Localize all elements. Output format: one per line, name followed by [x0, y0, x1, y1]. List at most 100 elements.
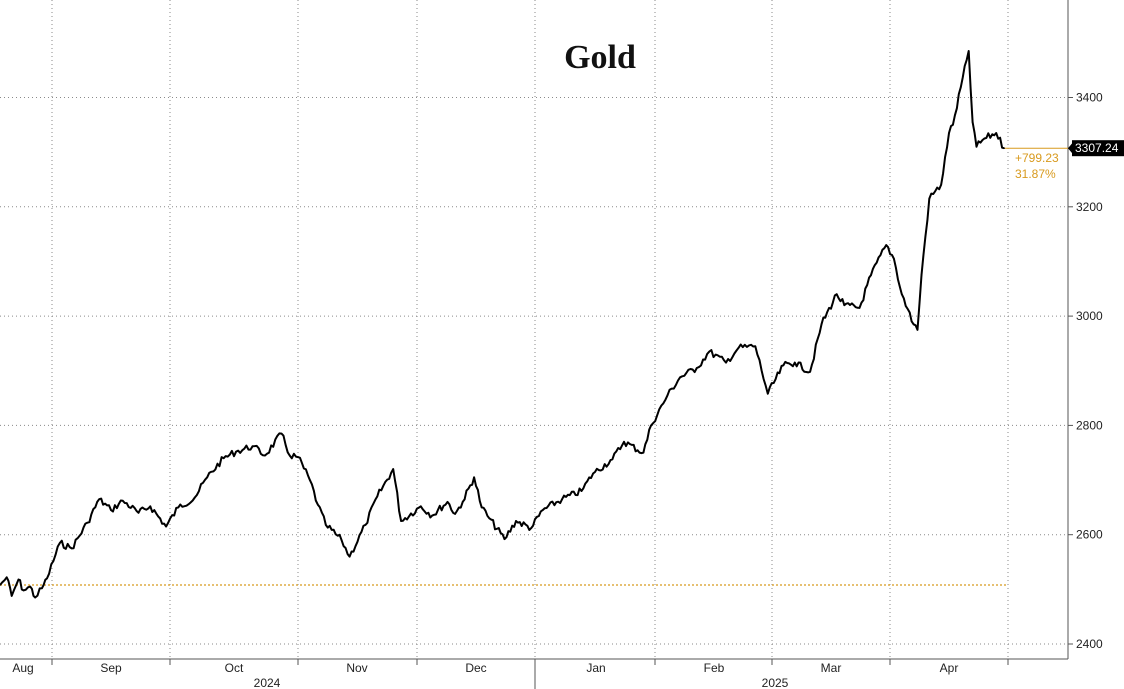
y-tick-label: 2600	[1076, 528, 1103, 542]
y-tick-label: 3200	[1076, 200, 1103, 214]
y-tick-label: 3400	[1076, 91, 1103, 105]
x-tick-label: Oct	[225, 661, 244, 675]
data-point	[264, 454, 266, 457]
data-point	[820, 323, 823, 326]
data-point	[86, 521, 89, 524]
data-point	[971, 121, 974, 123]
x-tick-label: Feb	[704, 661, 725, 675]
x-tick-label: Sep	[100, 661, 122, 675]
data-point	[679, 376, 681, 379]
data-point	[480, 506, 483, 509]
x-tick-label: Mar	[821, 661, 842, 675]
data-point	[870, 274, 872, 276]
data-point	[206, 476, 208, 479]
data-point	[364, 524, 367, 526]
data-point	[967, 50, 970, 52]
data-point	[29, 585, 32, 588]
data-point	[309, 479, 311, 481]
y-tick-label: 2400	[1076, 637, 1103, 651]
data-point	[708, 350, 711, 353]
y-tick-label: 3000	[1076, 309, 1103, 323]
data-points	[0, 50, 1005, 599]
data-point	[809, 371, 811, 373]
data-point	[592, 472, 594, 475]
data-point	[34, 596, 36, 599]
data-point	[983, 137, 986, 140]
data-point	[901, 293, 903, 296]
x-tick-label: Dec	[465, 661, 486, 675]
data-point	[1003, 147, 1005, 149]
data-point	[149, 505, 152, 508]
x-tick-label: Apr	[940, 661, 959, 675]
data-point	[835, 293, 838, 296]
data-point	[642, 451, 645, 454]
data-point	[420, 505, 422, 508]
data-point	[165, 525, 167, 528]
data-point	[454, 513, 456, 515]
data-point	[843, 304, 846, 307]
last-value-pointer	[1068, 142, 1073, 155]
change-percent-annotation: 31.87%	[1015, 167, 1056, 181]
data-point	[995, 132, 997, 134]
data-point	[611, 458, 614, 461]
data-point	[928, 197, 931, 200]
data-point	[952, 124, 954, 126]
data-point	[530, 527, 532, 529]
data-point	[725, 361, 727, 364]
data-point	[623, 441, 625, 443]
data-point	[137, 512, 140, 514]
chart-title: Gold	[564, 39, 636, 76]
last-value-label: 3307.24	[1075, 141, 1119, 155]
data-point	[17, 578, 20, 581]
data-point	[503, 538, 506, 540]
data-point	[782, 364, 785, 367]
x-year-label: 2024	[254, 676, 281, 689]
x-tick-labels: Aug Sep Oct Nov Dec Jan Feb Mar Apr	[12, 659, 1009, 675]
data-point	[348, 555, 351, 558]
data-point	[317, 503, 319, 506]
data-point	[98, 498, 100, 501]
data-point	[515, 520, 517, 522]
x-year-label: 2025	[762, 676, 789, 689]
data-point	[920, 274, 923, 276]
last-value-background	[1072, 140, 1124, 157]
data-point	[280, 432, 283, 435]
data-point	[177, 506, 180, 509]
data-point	[5, 576, 8, 579]
data-point	[0, 584, 1, 586]
data-point	[70, 547, 73, 550]
data-point	[41, 587, 43, 590]
data-point	[22, 589, 25, 592]
data-point	[392, 468, 395, 470]
data-point	[666, 394, 669, 397]
data-point	[767, 392, 769, 395]
y-tick-label: 2800	[1076, 418, 1103, 432]
data-point	[488, 517, 491, 520]
data-point	[376, 495, 379, 498]
data-point	[446, 501, 449, 503]
data-point	[858, 307, 861, 309]
y-tick-labels: 2400 2600 2800 3000 3200 3400	[1068, 91, 1103, 651]
data-point	[46, 577, 48, 580]
data-point	[59, 542, 61, 544]
data-point	[10, 595, 13, 597]
data-point	[650, 424, 652, 427]
data-point	[110, 509, 112, 511]
data-point	[580, 490, 583, 492]
data-point	[431, 514, 434, 517]
data-point	[696, 367, 698, 369]
data-point	[893, 257, 895, 260]
data-point	[940, 184, 942, 186]
x-tick-label: Aug	[12, 661, 33, 675]
x-year-labels: 2024 2025	[254, 659, 789, 689]
last-value-badge: 3307.24	[1068, 140, 1124, 157]
data-point	[754, 345, 757, 348]
x-tick-label: Jan	[586, 661, 605, 675]
data-point	[473, 476, 475, 479]
change-absolute-annotation: +799.23	[1015, 151, 1059, 165]
data-point	[541, 509, 544, 511]
data-point	[122, 500, 124, 502]
data-point	[251, 445, 254, 448]
